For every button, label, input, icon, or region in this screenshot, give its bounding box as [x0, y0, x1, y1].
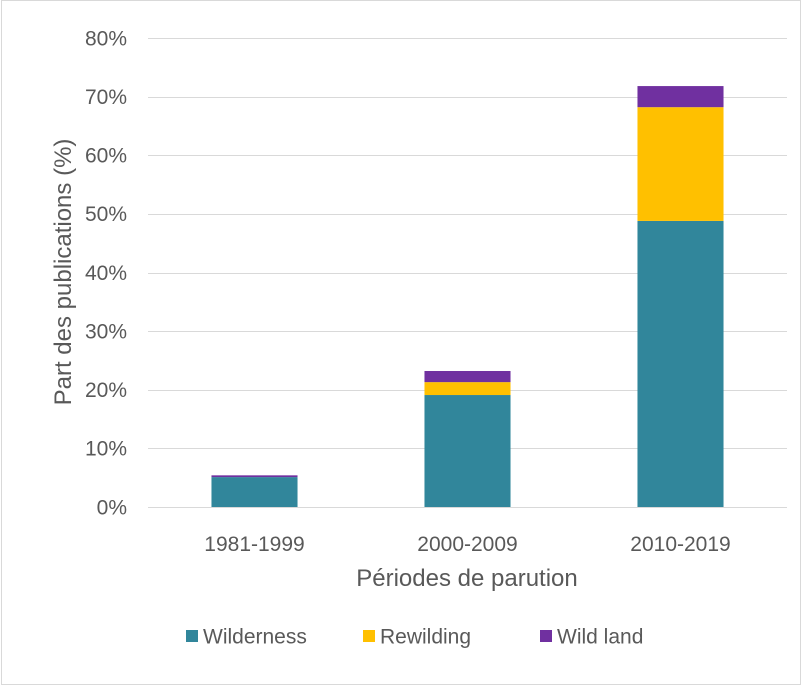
- bar-wilderness-2000-2009: [424, 395, 511, 507]
- y-tick-label: 20%: [85, 379, 127, 402]
- y-tick-label: 30%: [85, 320, 127, 343]
- x-tick-label: 2000-2009: [417, 533, 517, 556]
- bar-wilderness-1981-1999: [211, 477, 298, 507]
- bar-rewilding-2010-2019: [637, 107, 724, 221]
- legend-item-rewilding: Rewilding: [363, 626, 471, 649]
- x-tick-label: 1981-1999: [204, 533, 304, 556]
- y-tick-label: 0%: [97, 496, 127, 519]
- y-tick-label: 80%: [85, 27, 127, 50]
- legend-item-wild-land: Wild land: [540, 626, 643, 649]
- legend-swatch-wilderness: [186, 630, 198, 642]
- legend-swatch-wild-land: [540, 630, 552, 642]
- y-tick-label: 70%: [85, 86, 127, 109]
- x-tick-label: 2010-2019: [630, 533, 730, 556]
- x-axis-title: Périodes de parution: [356, 565, 577, 592]
- y-tick-label: 40%: [85, 262, 127, 285]
- y-tick-label: 10%: [85, 438, 127, 461]
- bar-wild-land-1981-1999: [211, 475, 298, 478]
- bar-wild-land-2010-2019: [637, 86, 724, 108]
- legend-swatch-rewilding: [363, 630, 375, 642]
- bars: [211, 86, 724, 507]
- y-axis-title: Part des publications (%): [50, 139, 77, 406]
- y-tick-label: 50%: [85, 203, 127, 226]
- bar-rewilding-2000-2009: [424, 382, 511, 396]
- legend-label: Wilderness: [203, 626, 307, 649]
- bar-wild-land-2000-2009: [424, 370, 511, 383]
- y-axis-tick-labels: 0% 10% 20% 30% 40% 50% 60% 70% 80%: [85, 27, 127, 519]
- legend-label: Wild land: [557, 626, 643, 649]
- legend: Wilderness Rewilding Wild land: [186, 626, 643, 649]
- bar-wilderness-2010-2019: [637, 220, 724, 507]
- legend-item-wilderness: Wilderness: [186, 626, 307, 649]
- legend-label: Rewilding: [380, 626, 471, 649]
- x-axis-tick-labels: 1981-1999 2000-2009 2010-2019: [204, 533, 730, 556]
- y-tick-label: 60%: [85, 145, 127, 168]
